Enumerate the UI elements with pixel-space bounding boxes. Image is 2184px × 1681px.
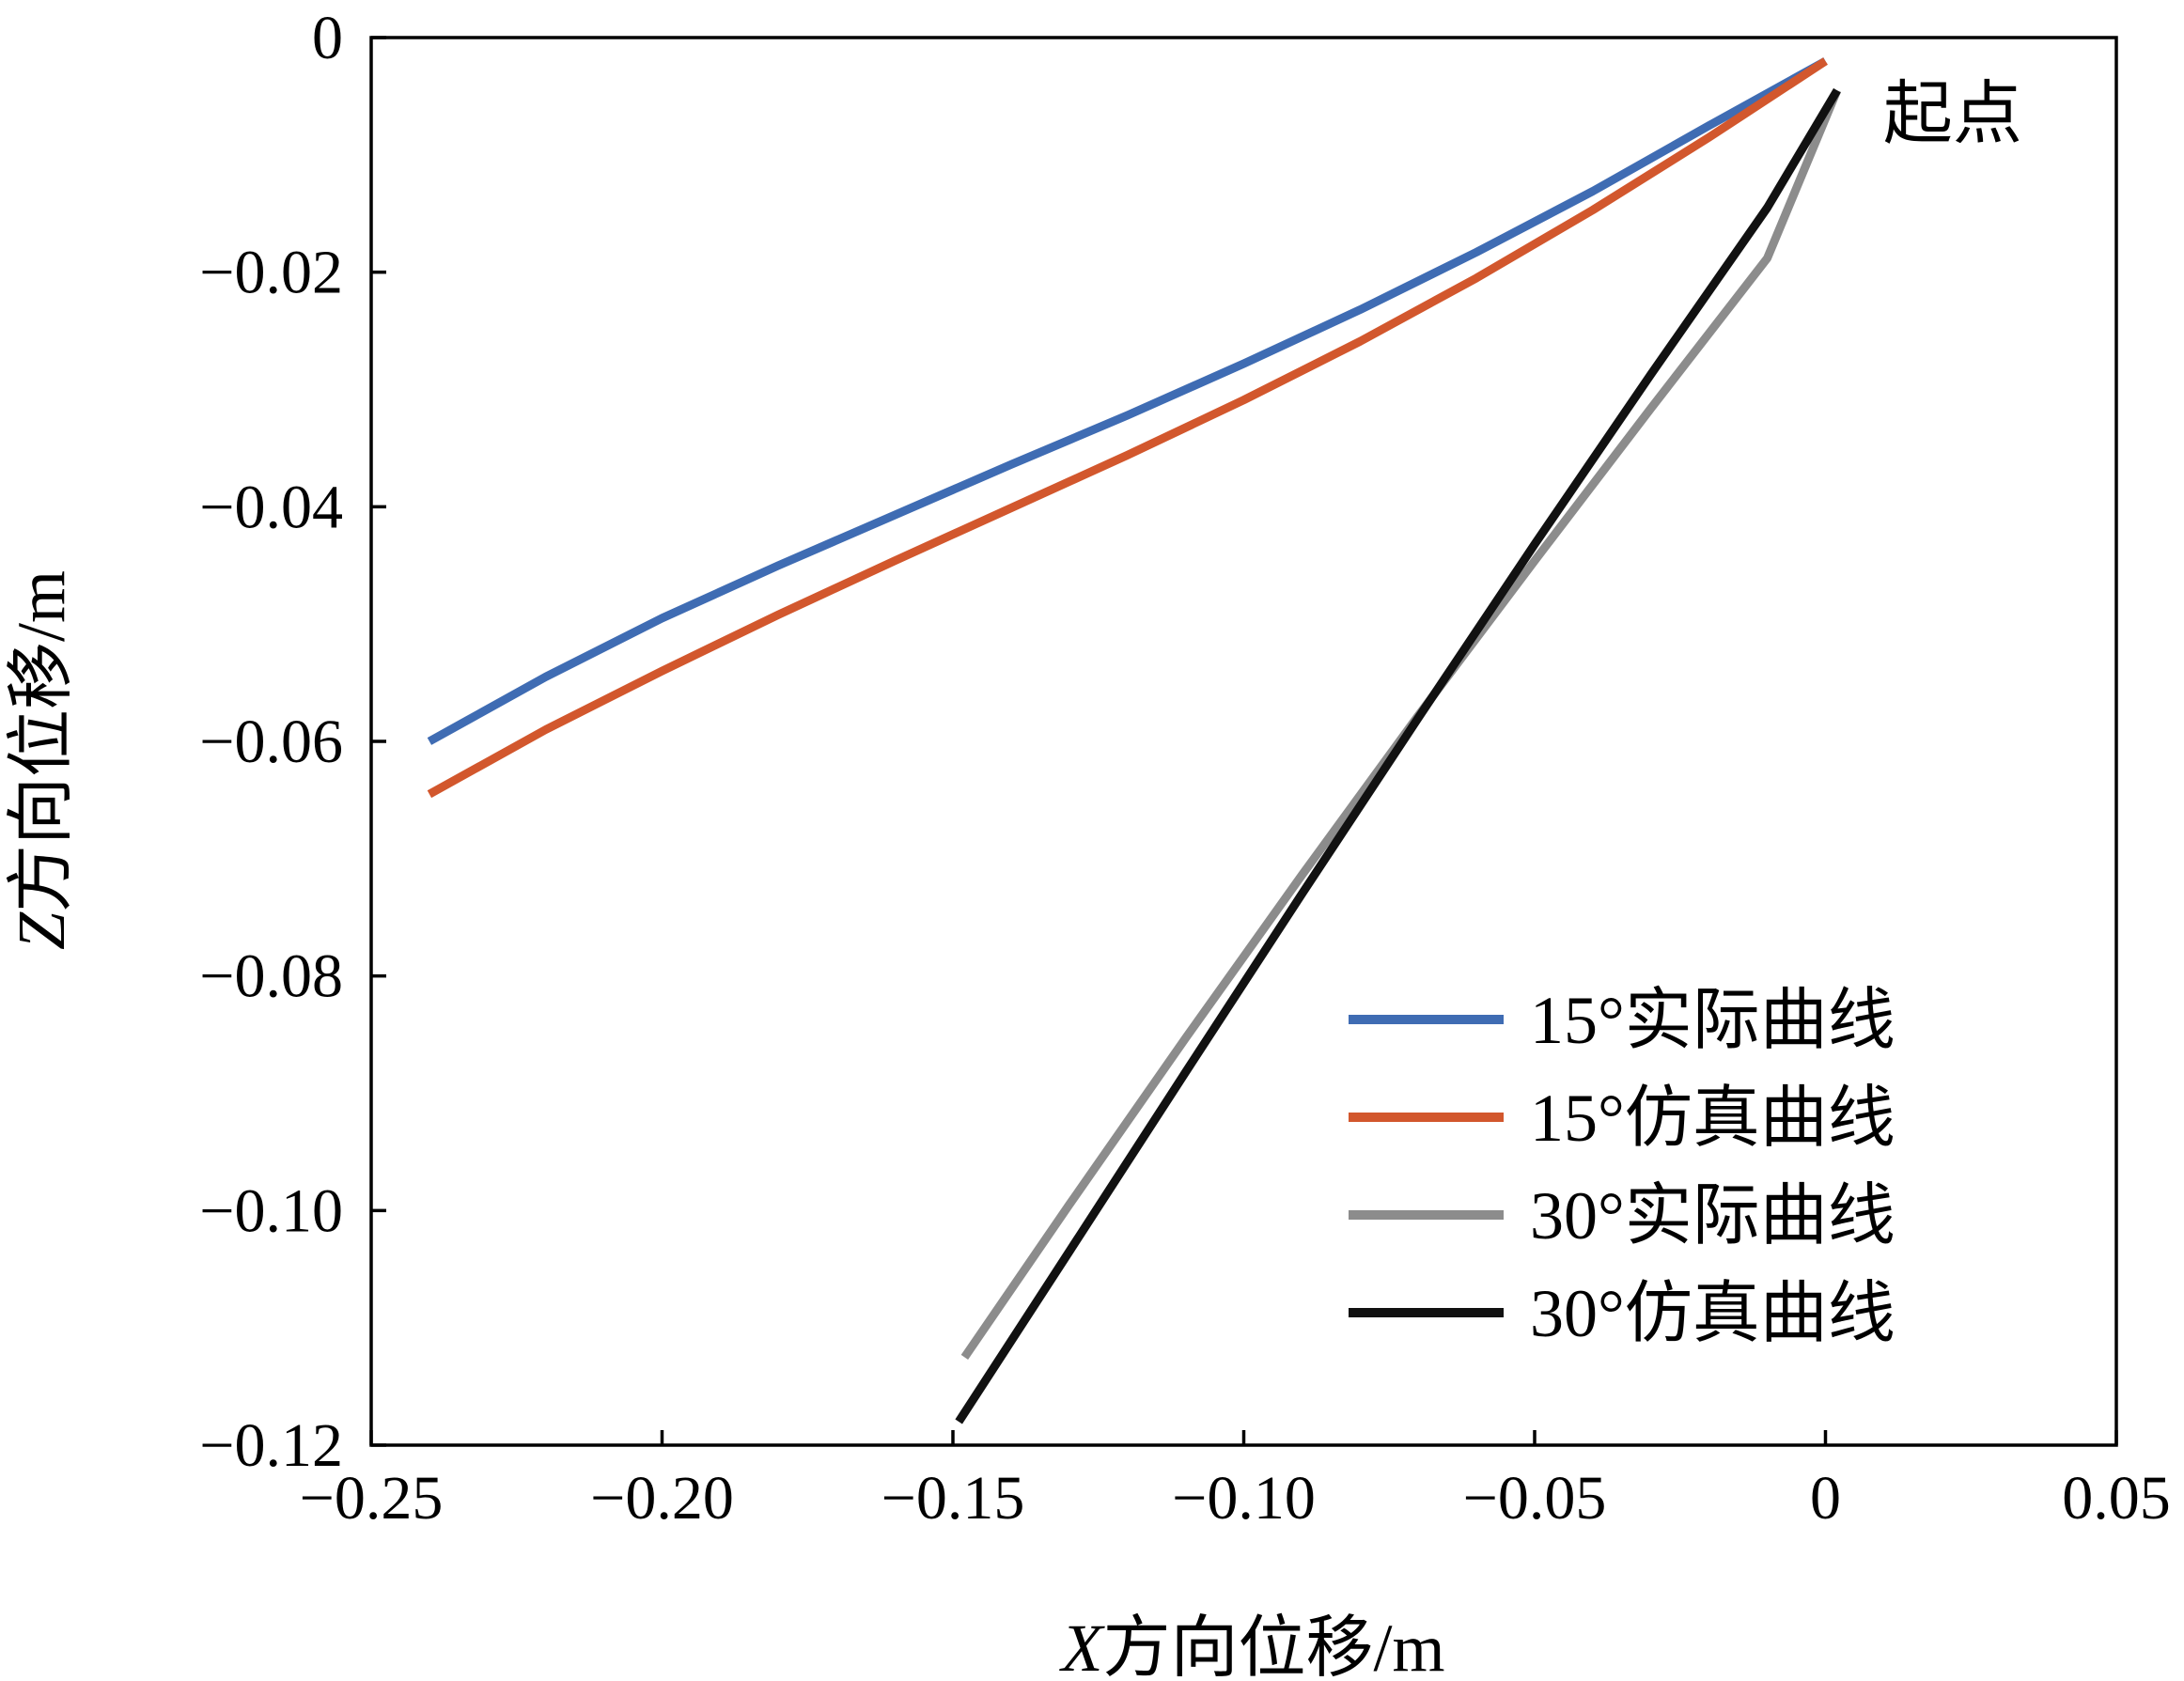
x-axis-text: 方向位移/m: [1102, 1611, 1444, 1681]
legend-label-3: 30°实际曲线: [1530, 1178, 1895, 1253]
x-tick-label: −0.15: [881, 1464, 1025, 1533]
legend-label-2: 15°仿真曲线: [1530, 1081, 1895, 1156]
y-tick-label: −0.04: [199, 473, 343, 541]
x-tick-label: −0.10: [1172, 1464, 1316, 1533]
x-axis-variable: X: [1059, 1611, 1106, 1681]
series-line-2: [427, 57, 1828, 799]
y-axis-text: 方向位移/m: [4, 570, 79, 912]
legend-label-1: 15°实际曲线: [1530, 983, 1895, 1058]
ticks-layer: −0.25 −0.20 −0.15 −0.10 −0.05 0 0.05 0 −0.02 −0.0…: [199, 4, 2170, 1533]
legend: 15°实际曲线 15°仿真曲线 30°实际曲线 30°仿真曲线: [1349, 983, 1895, 1351]
x-axis-title: X方向位移/m: [1059, 1611, 1445, 1681]
series-line-1: [427, 57, 1828, 745]
y-axis-title: Z方向位移/m: [4, 570, 79, 950]
legend-label-4: 30°仿真曲线: [1530, 1276, 1895, 1351]
x-tick-label: −0.25: [300, 1464, 444, 1533]
x-tick-label: 0.05: [2062, 1464, 2171, 1533]
y-tick-label: −0.12: [199, 1411, 343, 1480]
x-tick-label: 0: [1810, 1464, 1841, 1533]
y-tick-label: −0.02: [199, 239, 343, 307]
y-tick-label: 0: [312, 4, 343, 72]
y-axis-variable: Z: [4, 911, 79, 950]
y-tick-label: −0.08: [199, 942, 343, 1011]
series-line-4: [955, 87, 1841, 1424]
y-tick-label: −0.06: [199, 708, 343, 776]
x-tick-label: −0.05: [1463, 1464, 1607, 1533]
series-line-3: [960, 88, 1842, 1360]
x-tick-label: −0.20: [590, 1464, 734, 1533]
series-layer: [427, 57, 1842, 1424]
y-tick-label: −0.10: [199, 1176, 343, 1245]
start-point-annotation: 起点: [1883, 76, 2022, 153]
